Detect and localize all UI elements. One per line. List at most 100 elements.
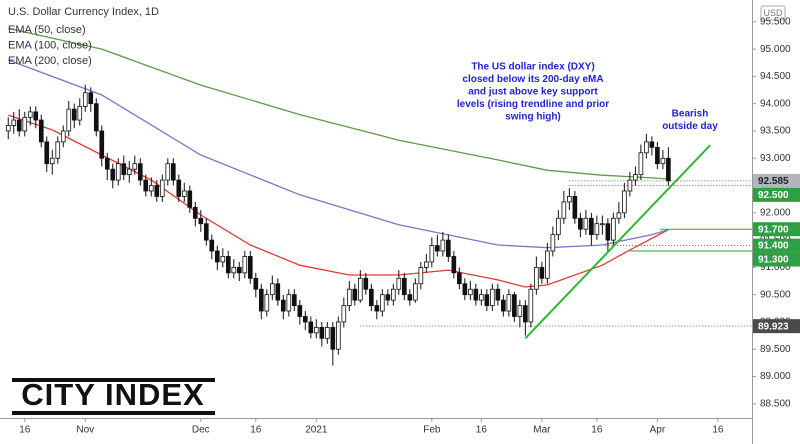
candle-body [154,185,160,197]
candle-body [561,201,567,219]
level-label-box [753,187,800,202]
x-tick-label: 16 [476,425,488,436]
candle-body [44,141,50,165]
candle [236,261,242,282]
candle [159,174,165,202]
candle [479,289,484,306]
x-tick-label: Feb [423,425,441,436]
candle-body [27,111,33,118]
y-tick-label: 94.000 [760,98,791,109]
x-tick-label: Nov [76,425,94,436]
level-label-box [753,173,800,188]
y-tick-label: 89.500 [760,344,791,355]
y-tick-label: 91.000 [760,262,791,273]
candle-body [209,239,215,252]
candle-body [352,288,358,301]
candle-body [457,272,462,285]
candle [357,270,363,303]
candle-body [517,305,523,317]
candle [302,311,308,331]
candle [490,283,495,312]
annotation: levels (rising trendline and prior [457,99,609,110]
x-tick-label: 16 [712,425,724,436]
candle-body [435,245,440,252]
candle-body [143,179,149,192]
candle [33,106,39,129]
candle [22,111,28,137]
candle [523,300,528,336]
candle [413,278,418,303]
logo-bar [12,411,215,415]
candle-body [181,190,187,197]
candle-body [473,288,479,301]
candle [567,188,572,211]
candle [611,212,616,246]
candle-body [242,256,248,274]
candle-body [655,146,660,165]
candle-body [594,223,600,236]
candle [468,281,473,301]
candle [644,133,649,159]
x-tick-label: 16 [19,425,31,436]
candle-body [319,327,325,339]
candle [60,125,66,148]
chart-title: U.S. Dollar Currency Index, 1D [8,6,159,18]
candle [115,158,121,186]
candle [247,251,253,284]
candle [269,275,275,301]
candle-body [341,305,347,323]
candle-body [126,168,132,176]
candle-body [627,179,633,192]
candle-body [22,116,28,132]
candle [319,321,325,347]
candle-body [578,217,583,230]
candle-body [203,223,209,241]
candle [77,98,83,126]
level-label: 89.923 [758,321,789,332]
currency: USD [763,8,783,18]
candle [121,155,127,181]
candle-body [523,305,528,323]
candle-body [231,266,237,274]
candle-body [121,163,127,176]
x-tick-label: 16 [250,425,262,436]
candle-body [225,256,231,274]
level-label-box [753,222,800,237]
candle-body [11,119,17,126]
candle-body [291,294,297,306]
candle-body [380,294,385,312]
candle [368,283,374,312]
candle [104,152,110,181]
candle-body [644,141,649,154]
candle-body [82,92,88,107]
y-tick-label: 89.000 [760,371,791,382]
level-label-box [753,238,800,253]
candle [638,144,644,181]
candle-body [247,256,253,279]
candle-body [110,168,116,181]
y-tick-label: 88.500 [760,398,791,409]
candle-body [264,294,270,312]
candle [330,321,336,366]
candle-body [418,266,424,285]
candle-body [280,299,286,312]
candle-body [5,125,11,132]
x-tick-label: Apr [650,425,666,436]
candle [198,210,204,232]
level-label: 92.585 [758,176,789,187]
candle [517,300,523,328]
candle [335,316,341,355]
candle [633,166,638,186]
candle [99,125,105,167]
y-tick-label: 95.500 [760,16,791,27]
candle-body [297,305,303,317]
candle [16,109,22,137]
candle-body [302,316,308,323]
ema-line [8,27,669,180]
annotation: outside day [662,121,718,132]
candle [429,237,435,268]
candle [44,136,50,172]
y-tick-label: 90.500 [760,289,791,300]
candle [622,182,627,219]
